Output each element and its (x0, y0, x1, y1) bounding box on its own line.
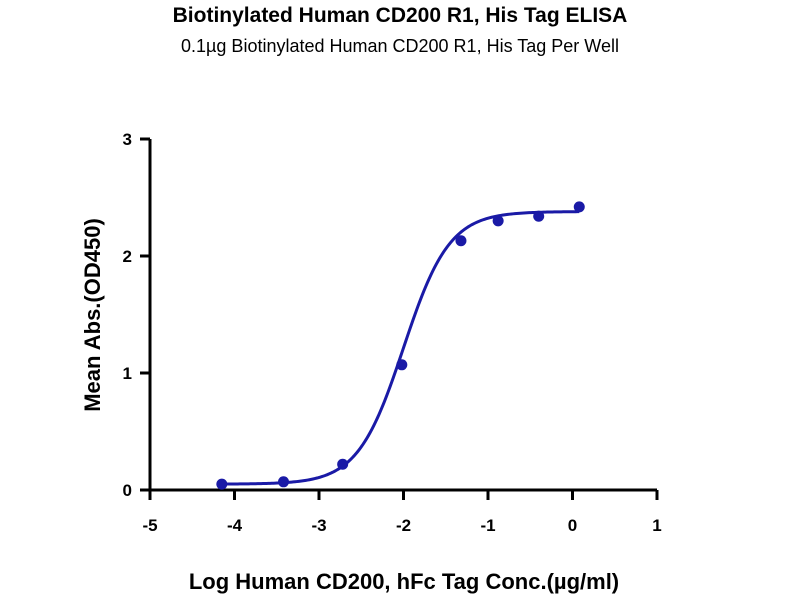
x-tick-label: -2 (396, 516, 411, 535)
fit-curve (221, 210, 580, 486)
data-point (396, 359, 408, 371)
y-tick-label: 1 (123, 364, 132, 383)
data-point (216, 478, 228, 490)
data-points-layer (216, 201, 585, 490)
chart-axes: 0 1 2 3 -5 -4 -3 -2 -1 0 1 (123, 130, 662, 535)
fit-curve-layer (221, 210, 580, 486)
y-tick-label: 2 (123, 247, 132, 266)
data-point (455, 235, 467, 247)
y-tick-label: 3 (123, 130, 132, 149)
data-point (533, 210, 545, 222)
y-tick-label: 0 (123, 481, 132, 500)
y-axis-title: Mean Abs.(OD450) (80, 218, 105, 412)
data-point (278, 476, 290, 488)
x-tick-label: -3 (311, 516, 326, 535)
x-axis-title: Log Human CD200, hFc Tag Conc.(µg/ml) (189, 569, 619, 594)
chart-title: Biotinylated Human CD200 R1, His Tag ELI… (172, 4, 628, 27)
data-point (492, 215, 504, 227)
chart-subtitle: 0.1µg Biotinylated Human CD200 R1, His T… (181, 36, 619, 56)
x-tick-label: 1 (652, 516, 661, 535)
x-tick-label: -1 (480, 516, 495, 535)
data-point (337, 458, 349, 470)
x-tick-label: -4 (227, 516, 243, 535)
x-tick-label: -5 (142, 516, 157, 535)
data-point (573, 201, 585, 213)
x-tick-label: 0 (568, 516, 577, 535)
